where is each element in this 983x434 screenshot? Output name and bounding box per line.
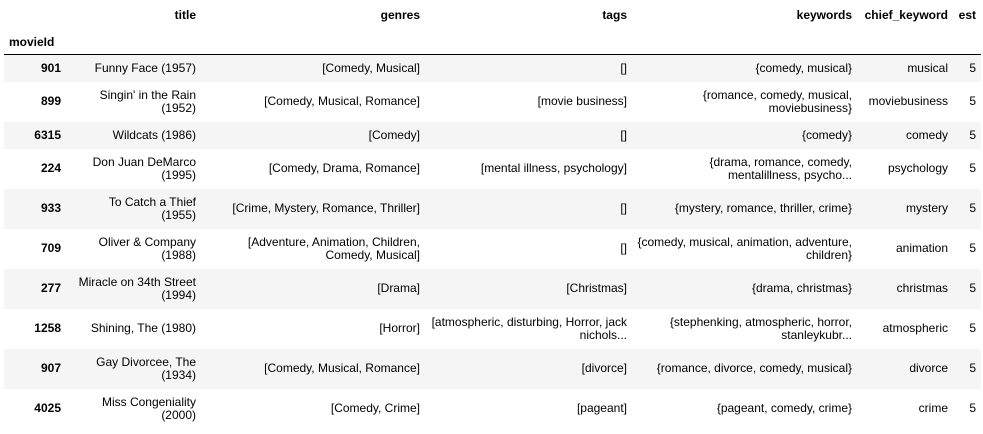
column-header-genres: genres — [380, 7, 420, 22]
cell-est: 5 — [969, 94, 976, 108]
cell-title: Funny Face (1957) — [94, 60, 196, 75]
cell-keywords: {comedy} — [801, 127, 852, 142]
cell-est: 5 — [969, 241, 976, 255]
table-row: 907 Gay Divorcee, The (1934) [Comedy, Musi… — [4, 348, 981, 389]
cell-tags: [] — [620, 60, 627, 75]
cell-tags: [] — [620, 201, 627, 215]
cell-est: 5 — [969, 60, 976, 75]
index-corner — [4, 0, 66, 30]
row-index: 277 — [40, 281, 61, 295]
table-row: 4025 Miss Congeniality (2000) [Comedy, Cri… — [4, 389, 981, 429]
cell-keywords: {drama, romance, comedy, mentalillness, … — [709, 154, 852, 182]
table-row: 224 Don Juan DeMarco (1995) [Comedy, Drama… — [4, 149, 981, 189]
cell-keywords: {comedy, musical} — [755, 60, 853, 75]
cell-tags: [] — [620, 127, 627, 142]
row-index: 901 — [40, 60, 61, 75]
cell-est: 5 — [969, 281, 976, 295]
cell-genres: [Comedy, Musical] — [322, 60, 420, 75]
cell-chief-keyword: mystery — [906, 201, 948, 215]
cell-title: Don Juan DeMarco (1995) — [92, 154, 196, 182]
cell-genres: [Comedy, Musical, Romance] — [264, 361, 420, 375]
cell-est: 5 — [969, 321, 976, 335]
row-index: 907 — [40, 361, 61, 375]
cell-keywords: {romance, comedy, musical, moviebusiness… — [702, 87, 852, 115]
cell-est: 5 — [969, 201, 976, 215]
cell-keywords: {mystery, romance, thriller, crime} — [674, 201, 852, 215]
row-index: 1258 — [34, 321, 61, 335]
cell-est: 5 — [969, 361, 976, 375]
table-row: 6315 Wildcats (1986) [Comedy] [] {comedy} com… — [4, 121, 981, 149]
cell-tags: [Christmas] — [566, 281, 627, 295]
table-row: 277 Miracle on 34th Street (1994) [Drama] [… — [4, 268, 981, 309]
cell-title: Singin' in the Rain (1952) — [99, 87, 196, 115]
cell-title: Wildcats (1986) — [112, 127, 196, 142]
cell-genres: [Comedy, Crime] — [330, 401, 420, 415]
cell-genres: [Comedy, Musical, Romance] — [264, 94, 420, 108]
table-row: 709 Oliver & Company (1988) [Adventure, An… — [4, 229, 981, 269]
cell-chief-keyword: musical — [907, 60, 948, 75]
cell-chief-keyword: psychology — [887, 161, 948, 175]
column-header-est: est — [958, 7, 976, 22]
cell-title: To Catch a Thief (1955) — [108, 194, 196, 222]
column-header-title: title — [174, 7, 196, 22]
table-row: 933 To Catch a Thief (1955) [Crime, Myster… — [4, 188, 981, 229]
cell-title: Miracle on 34th Street (1994) — [78, 274, 196, 302]
cell-genres: [Comedy, Drama, Romance] — [268, 161, 420, 175]
cell-keywords: {drama, christmas} — [751, 281, 852, 295]
cell-tags: [pageant] — [576, 401, 627, 415]
row-index: 709 — [40, 241, 61, 255]
cell-chief-keyword: comedy — [905, 127, 948, 142]
row-index: 6315 — [34, 127, 61, 142]
row-index: 4025 — [34, 401, 61, 415]
cell-tags: [mental illness, psychology] — [480, 161, 627, 175]
cell-keywords: {comedy, musical, animation, adventure, … — [637, 234, 852, 262]
row-index: 899 — [40, 94, 61, 108]
cell-keywords: {pageant, comedy, crime} — [716, 401, 852, 415]
index-header-row: movieId — [4, 30, 981, 55]
cell-tags: [] — [620, 241, 627, 255]
column-header-chief-keyword: chief_keyword — [864, 7, 948, 22]
cell-keywords: {stephenking, atmospheric, horror, stanl… — [669, 314, 852, 342]
cell-chief-keyword: crime — [918, 401, 948, 415]
cell-est: 5 — [969, 161, 976, 175]
cell-keywords: {romance, divorce, comedy, musical} — [656, 361, 852, 375]
cell-chief-keyword: atmospheric — [882, 321, 948, 335]
cell-tags: [atmospheric, disturbing, Horror, jack n… — [431, 314, 627, 342]
column-header-keywords: keywords — [796, 7, 852, 22]
cell-genres: [Comedy] — [368, 127, 420, 142]
cell-genres: [Adventure, Animation, Children, Comedy,… — [247, 234, 420, 262]
cell-tags: [divorce] — [581, 361, 627, 375]
cell-est: 5 — [969, 127, 976, 142]
table-row: 901 Funny Face (1957) [Comedy, Musical] [] {… — [4, 54, 981, 82]
cell-title: Shining, The (1980) — [90, 321, 196, 335]
row-index: 933 — [40, 201, 61, 215]
cell-chief-keyword: animation — [895, 241, 948, 255]
cell-title: Miss Congeniality (2000) — [101, 394, 196, 422]
table-body: 901 Funny Face (1957) [Comedy, Musical] [] {… — [4, 54, 981, 429]
cell-genres: [Crime, Mystery, Romance, Thriller] — [232, 201, 420, 215]
cell-est: 5 — [969, 401, 976, 415]
row-index: 224 — [40, 161, 61, 175]
table-row: 1258 Shining, The (1980) [Horror] [atmosphe… — [4, 309, 981, 349]
cell-chief-keyword: christmas — [896, 281, 948, 295]
cell-title: Gay Divorcee, The (1934) — [96, 354, 196, 382]
index-name: movieId — [4, 30, 66, 55]
cell-title: Oliver & Company (1988) — [98, 234, 196, 262]
table-row: 899 Singin' in the Rain (1952) [Comedy, Mu… — [4, 82, 981, 122]
cell-chief-keyword: divorce — [909, 361, 948, 375]
column-header-tags: tags — [602, 7, 627, 22]
cell-genres: [Drama] — [377, 281, 420, 295]
column-header-row: title genres tags keywords chief_keyword… — [4, 0, 981, 30]
cell-tags: [movie business] — [537, 94, 627, 108]
cell-chief-keyword: moviebusiness — [868, 94, 948, 108]
dataframe-table: title genres tags keywords chief_keyword… — [4, 0, 981, 429]
cell-genres: [Horror] — [379, 321, 420, 335]
